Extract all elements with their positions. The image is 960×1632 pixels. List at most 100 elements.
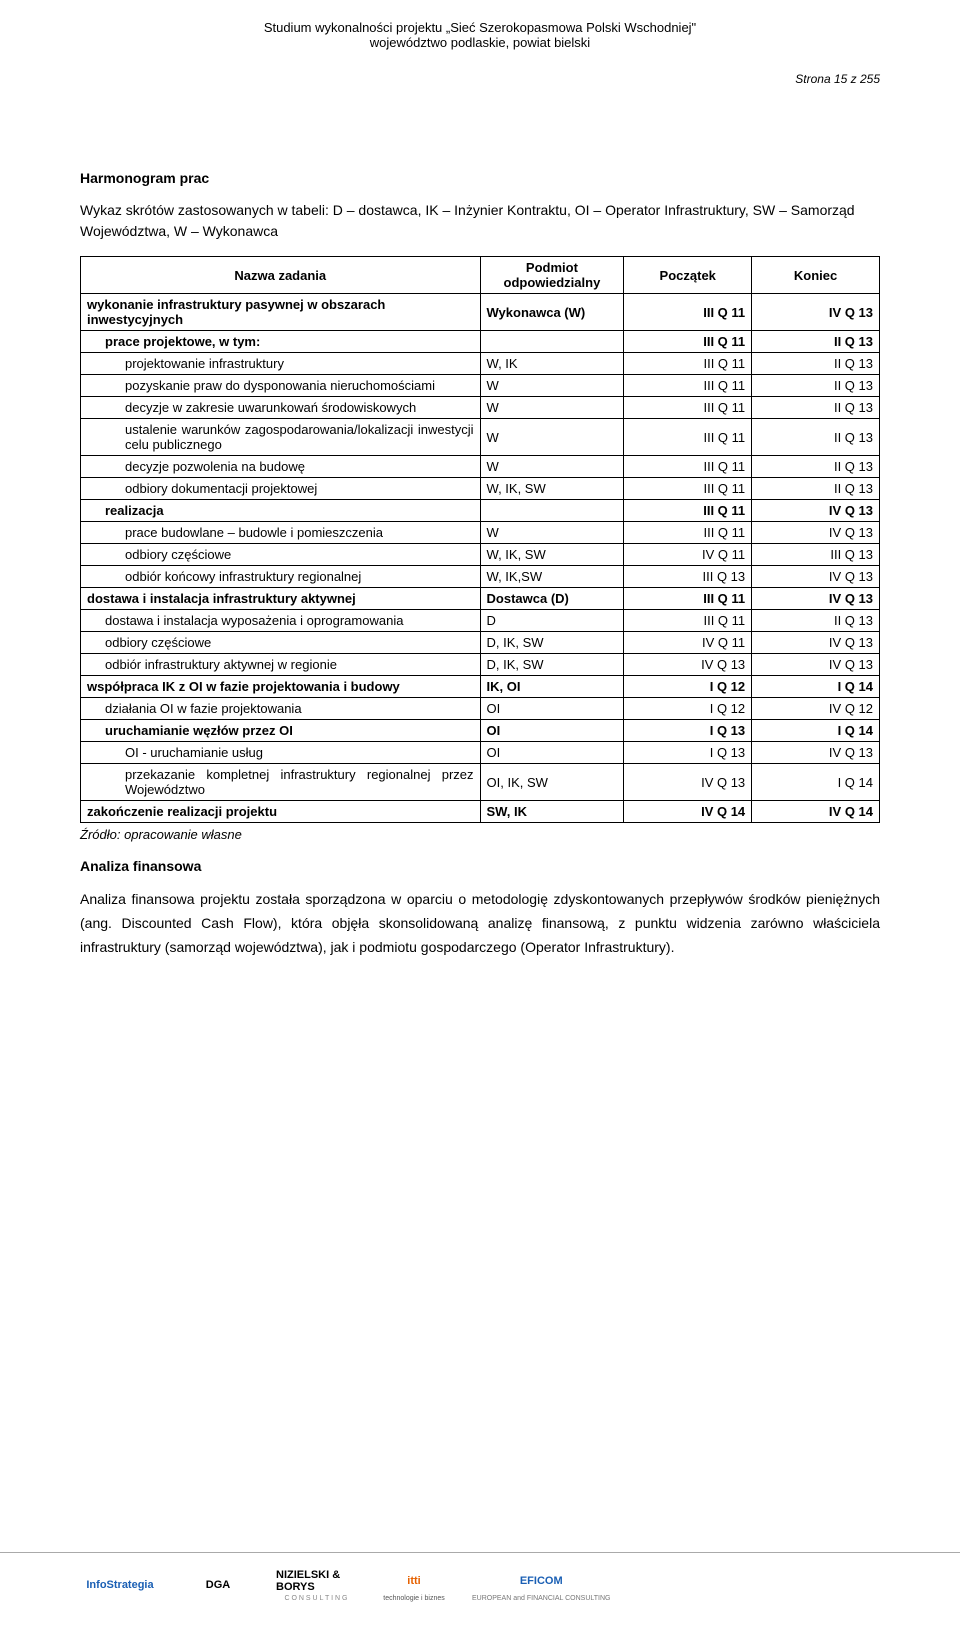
cell-end: IV Q 13 — [752, 500, 880, 522]
cell-end: I Q 14 — [752, 720, 880, 742]
cell-task: ustalenie warunków zagospodarowania/loka… — [81, 419, 481, 456]
logo-icon: NIZIELSKI & BORYS — [276, 1567, 356, 1595]
cell-task: współpraca IK z OI w fazie projektowania… — [81, 676, 481, 698]
table-row: odbiór infrastruktury aktywnej w regioni… — [81, 654, 880, 676]
cell-resp: Wykonawca (W) — [480, 294, 624, 331]
cell-start: III Q 11 — [624, 397, 752, 419]
cell-start: III Q 11 — [624, 456, 752, 478]
cell-resp: W — [480, 456, 624, 478]
cell-start: III Q 13 — [624, 566, 752, 588]
cell-resp: W, IK — [480, 353, 624, 375]
cell-resp: IK, OI — [480, 676, 624, 698]
table-row: ustalenie warunków zagospodarowania/loka… — [81, 419, 880, 456]
cell-task: realizacja — [81, 500, 481, 522]
cell-task: działania OI w fazie projektowania — [81, 698, 481, 720]
cell-task: pozyskanie praw do dysponowania nierucho… — [81, 375, 481, 397]
logo-icon: EFICOM — [501, 1567, 581, 1595]
cell-start: III Q 11 — [624, 375, 752, 397]
table-row: odbiory częścioweW, IK, SWIV Q 11III Q 1… — [81, 544, 880, 566]
intro-text: Wykaz skrótów zastosowanych w tabeli: D … — [80, 200, 880, 242]
logo-icon: InfoStrategia — [80, 1571, 160, 1599]
cell-resp: OI — [480, 698, 624, 720]
body-paragraph: Analiza finansowa projektu została sporz… — [80, 888, 880, 959]
cell-start: III Q 11 — [624, 353, 752, 375]
table-row: dostawa i instalacja wyposażenia i oprog… — [81, 610, 880, 632]
cell-end: IV Q 13 — [752, 742, 880, 764]
cell-end: IV Q 12 — [752, 698, 880, 720]
cell-task: decyzje pozwolenia na budowę — [81, 456, 481, 478]
cell-end: I Q 14 — [752, 676, 880, 698]
cell-start: III Q 11 — [624, 294, 752, 331]
cell-task: uruchamianie węzłów przez OI — [81, 720, 481, 742]
subsection-title: Analiza finansowa — [80, 858, 880, 874]
cell-resp — [480, 331, 624, 353]
header-line2: województwo podlaskie, powiat bielski — [0, 35, 960, 50]
cell-end: II Q 13 — [752, 353, 880, 375]
cell-end: IV Q 13 — [752, 566, 880, 588]
cell-end: II Q 13 — [752, 397, 880, 419]
table-row: prace budowlane – budowle i pomieszczeni… — [81, 522, 880, 544]
cell-end: I Q 14 — [752, 764, 880, 801]
cell-start: III Q 11 — [624, 478, 752, 500]
cell-task: odbiory częściowe — [81, 544, 481, 566]
footer-logos: InfoStrategia DGA NIZIELSKI & BORYSC O N S… — [0, 1552, 960, 1602]
cell-resp — [480, 500, 624, 522]
th-start: Początek — [624, 257, 752, 294]
cell-resp: W — [480, 419, 624, 456]
table-row: odbiory dokumentacji projektowejW, IK, S… — [81, 478, 880, 500]
table-row: uruchamianie węzłów przez OIOII Q 13I Q … — [81, 720, 880, 742]
table-row: przekazanie kompletnej infrastruktury re… — [81, 764, 880, 801]
cell-resp: W — [480, 522, 624, 544]
cell-end: II Q 13 — [752, 478, 880, 500]
cell-end: IV Q 13 — [752, 654, 880, 676]
cell-end: IV Q 14 — [752, 801, 880, 823]
logo-subtext: C O N S U L T I N G — [285, 1595, 348, 1602]
cell-end: II Q 13 — [752, 419, 880, 456]
logo-icon: itti — [374, 1567, 454, 1595]
cell-start: III Q 11 — [624, 419, 752, 456]
table-header-row: Nazwa zadania Podmiot odpowiedzialny Poc… — [81, 257, 880, 294]
cell-task: odbiory częściowe — [81, 632, 481, 654]
cell-resp: Dostawca (D) — [480, 588, 624, 610]
cell-end: IV Q 13 — [752, 522, 880, 544]
cell-resp: OI, IK, SW — [480, 764, 624, 801]
footer-logo: InfoStrategia — [80, 1571, 160, 1599]
table-row: pozyskanie praw do dysponowania nierucho… — [81, 375, 880, 397]
table-row: zakończenie realizacji projektuSW, IKIV … — [81, 801, 880, 823]
cell-start: III Q 11 — [624, 610, 752, 632]
cell-end: II Q 13 — [752, 610, 880, 632]
cell-end: II Q 13 — [752, 456, 880, 478]
table-row: realizacjaIII Q 11IV Q 13 — [81, 500, 880, 522]
cell-start: IV Q 11 — [624, 632, 752, 654]
cell-resp: OI — [480, 742, 624, 764]
cell-start: I Q 13 — [624, 720, 752, 742]
cell-end: II Q 13 — [752, 331, 880, 353]
cell-start: I Q 12 — [624, 676, 752, 698]
cell-resp: W, IK,SW — [480, 566, 624, 588]
cell-start: III Q 11 — [624, 522, 752, 544]
table-row: działania OI w fazie projektowaniaOII Q … — [81, 698, 880, 720]
table-row: prace projektowe, w tym:III Q 11II Q 13 — [81, 331, 880, 353]
cell-start: I Q 12 — [624, 698, 752, 720]
cell-start: IV Q 11 — [624, 544, 752, 566]
schedule-table: Nazwa zadania Podmiot odpowiedzialny Poc… — [80, 256, 880, 823]
logo-icon: DGA — [178, 1571, 258, 1599]
cell-task: zakończenie realizacji projektu — [81, 801, 481, 823]
table-row: współpraca IK z OI w fazie projektowania… — [81, 676, 880, 698]
cell-task: dostawa i instalacja wyposażenia i oprog… — [81, 610, 481, 632]
table-row: decyzje pozwolenia na budowęWIII Q 11II … — [81, 456, 880, 478]
footer-logo: EFICOMEUROPEAN and FINANCIAL CONSULTING — [472, 1567, 610, 1602]
cell-start: III Q 11 — [624, 331, 752, 353]
footer-logo: DGA — [178, 1571, 258, 1599]
table-row: odbiory częścioweD, IK, SWIV Q 11IV Q 13 — [81, 632, 880, 654]
table-source: Źródło: opracowanie własne — [80, 827, 880, 842]
cell-resp: W, IK, SW — [480, 478, 624, 500]
table-row: dostawa i instalacja infrastruktury akty… — [81, 588, 880, 610]
th-task: Nazwa zadania — [81, 257, 481, 294]
cell-task: prace budowlane – budowle i pomieszczeni… — [81, 522, 481, 544]
cell-end: IV Q 13 — [752, 632, 880, 654]
table-row: wykonanie infrastruktury pasywnej w obsz… — [81, 294, 880, 331]
table-row: odbiór końcowy infrastruktury regionalne… — [81, 566, 880, 588]
cell-end: IV Q 13 — [752, 294, 880, 331]
logo-subtext: EUROPEAN and FINANCIAL CONSULTING — [472, 1595, 610, 1602]
